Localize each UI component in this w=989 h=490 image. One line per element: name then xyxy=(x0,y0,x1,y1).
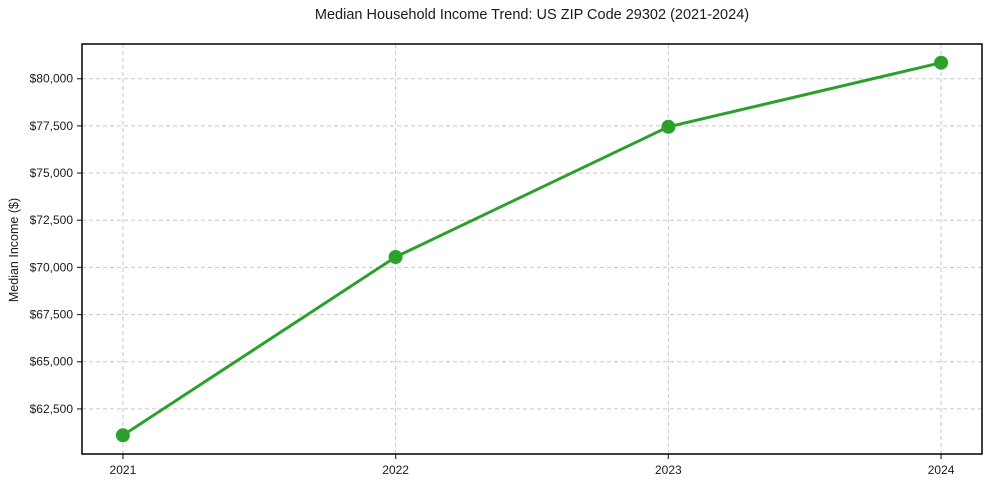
x-tick-label-1: 2022 xyxy=(382,463,409,477)
y-axis-label: Median Income ($) xyxy=(7,197,21,303)
y-tick-label-5: $75,000 xyxy=(30,166,74,180)
chart-title: Median Household Income Trend: US ZIP Co… xyxy=(314,7,750,23)
y-tick-label-2: $67,500 xyxy=(30,308,74,322)
y-tick-label-3: $70,000 xyxy=(30,260,74,274)
x-tick-label-3: 2024 xyxy=(928,463,955,477)
y-tick-label-6: $77,500 xyxy=(30,119,74,133)
x-tick-label-0: 2021 xyxy=(110,463,137,477)
y-tick-label-7: $80,000 xyxy=(30,72,74,86)
y-tick-label-1: $65,000 xyxy=(30,355,74,369)
data-point-2024 xyxy=(934,55,949,70)
trend-line-median-household-income xyxy=(121,61,943,437)
data-point-2021 xyxy=(115,428,130,443)
plot-area xyxy=(82,44,982,454)
plot-border xyxy=(81,43,983,455)
x-tick-label-2: 2023 xyxy=(655,463,682,477)
data-point-2023 xyxy=(661,119,676,134)
y-tick-label-0: $62,500 xyxy=(30,402,74,416)
y-tick-label-4: $72,500 xyxy=(30,213,74,227)
data-point-2022 xyxy=(388,250,403,264)
